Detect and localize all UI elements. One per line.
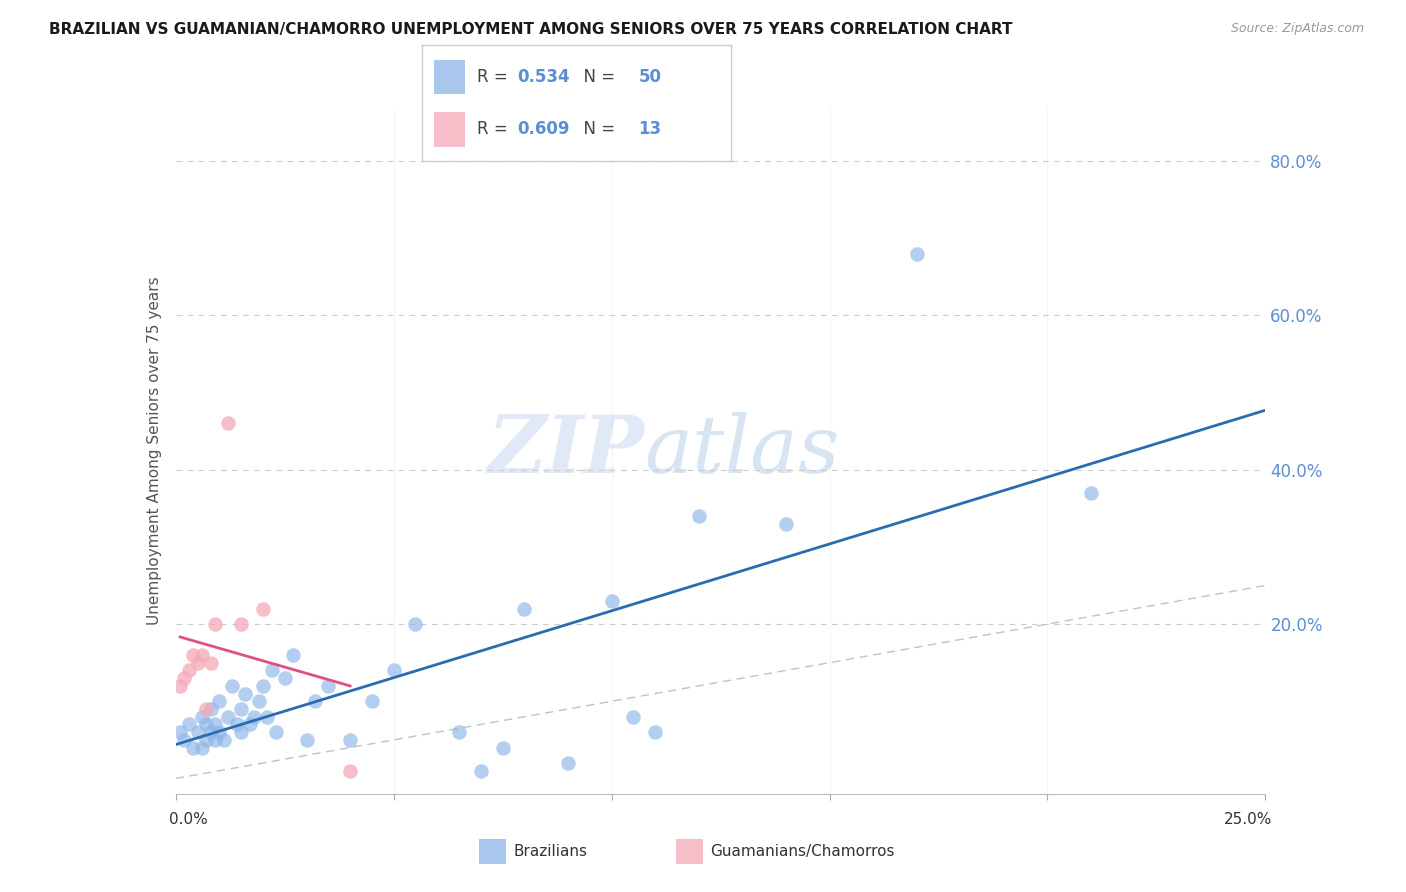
Point (283, 648, 305, 662)
Point (304, 694, 326, 708)
Point (339, 732, 361, 747)
Point (186, 725, 209, 739)
Point (318, 679, 340, 693)
Text: 25.0%: 25.0% (1225, 813, 1272, 828)
Point (173, 671, 195, 685)
Point (204, 717, 226, 731)
Point (252, 601, 274, 615)
Point (191, 740, 214, 755)
Text: Guamanians/Chamorros: Guamanians/Chamorros (710, 845, 894, 859)
Point (200, 656, 222, 670)
Text: N =: N = (574, 120, 620, 138)
Y-axis label: Unemployment Among Seniors over 75 years: Unemployment Among Seniors over 75 years (146, 277, 162, 624)
Point (247, 694, 270, 708)
Bar (434, 112, 465, 146)
Point (217, 417, 239, 431)
Text: atlas: atlas (644, 412, 839, 489)
Point (405, 617, 427, 632)
Point (204, 617, 226, 632)
Point (235, 687, 257, 701)
Point (513, 601, 536, 615)
Point (208, 694, 231, 708)
Point (905, 246, 928, 260)
Point (382, 664, 405, 678)
Point (688, 509, 710, 524)
Point (239, 717, 262, 731)
Text: BRAZILIAN VS GUAMANIAN/CHAMORRO UNEMPLOYMENT AMONG SENIORS OVER 75 YEARS CORRELA: BRAZILIAN VS GUAMANIAN/CHAMORRO UNEMPLOY… (49, 22, 1012, 37)
Point (557, 756, 579, 770)
Point (221, 679, 243, 693)
Bar (434, 60, 465, 95)
Text: Brazilians: Brazilians (513, 845, 588, 859)
Point (195, 732, 218, 747)
Point (360, 694, 382, 708)
Text: R =: R = (478, 120, 513, 138)
Point (225, 717, 247, 731)
Point (492, 740, 515, 755)
Point (231, 702, 253, 716)
Point (600, 594, 623, 608)
Point (243, 709, 266, 723)
Point (470, 764, 492, 778)
Text: N =: N = (574, 68, 620, 86)
Point (169, 679, 191, 693)
Point (256, 709, 278, 723)
Point (295, 732, 318, 747)
Point (177, 664, 200, 678)
Point (195, 717, 218, 731)
Point (169, 725, 191, 739)
Point (181, 740, 204, 755)
Point (621, 709, 644, 723)
Point (1080, 486, 1102, 500)
Bar (675, 839, 703, 864)
Point (231, 725, 253, 739)
Text: 0.534: 0.534 (517, 68, 571, 86)
Point (644, 725, 666, 739)
Text: Source: ZipAtlas.com: Source: ZipAtlas.com (1230, 22, 1364, 36)
Text: ZIP: ZIP (488, 412, 644, 489)
Point (212, 732, 235, 747)
Point (181, 648, 204, 662)
Text: 50: 50 (638, 68, 661, 86)
Point (204, 732, 226, 747)
Point (447, 725, 470, 739)
Text: 0.609: 0.609 (517, 120, 571, 138)
Point (173, 732, 195, 747)
Point (274, 671, 297, 685)
Point (260, 664, 283, 678)
Point (177, 717, 200, 731)
Point (339, 764, 361, 778)
Point (252, 679, 274, 693)
Point (217, 709, 239, 723)
Point (191, 648, 214, 662)
Text: R =: R = (478, 68, 513, 86)
Point (191, 709, 214, 723)
Point (264, 725, 287, 739)
Text: 13: 13 (638, 120, 661, 138)
Point (200, 725, 222, 739)
Bar (478, 839, 506, 864)
Point (200, 702, 222, 716)
Point (775, 516, 797, 531)
Point (195, 702, 218, 716)
Point (208, 725, 231, 739)
Point (231, 617, 253, 632)
Point (186, 656, 209, 670)
Text: 0.0%: 0.0% (169, 813, 208, 828)
